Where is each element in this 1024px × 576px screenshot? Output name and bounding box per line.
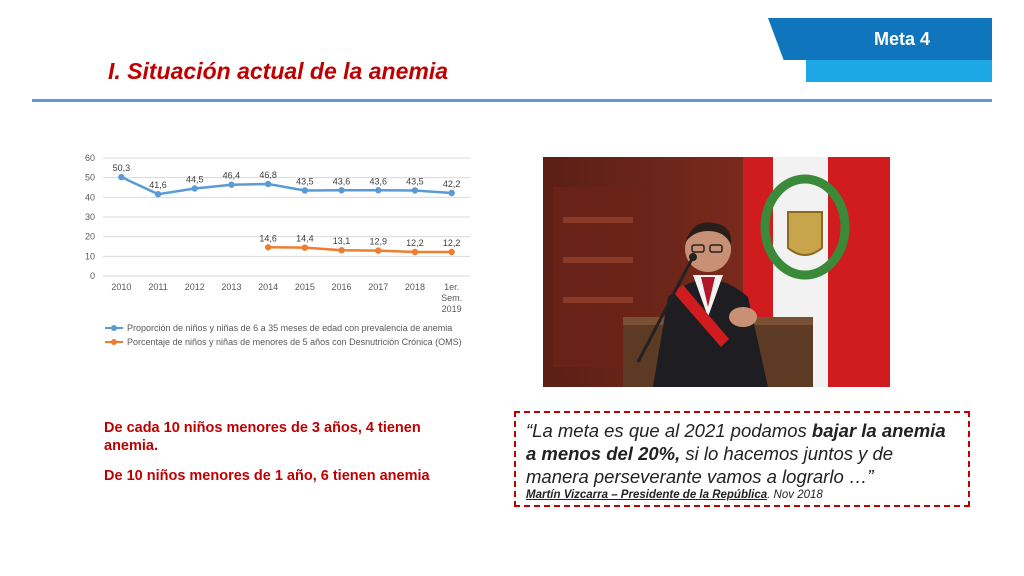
data-label: 12,2 [406,238,424,248]
quote-open: “La meta es que al 2021 podamos [526,420,812,441]
legend-item-anemia: Proporción de niños y niñas de 6 a 35 me… [105,323,465,334]
x-tick-label: 2012 [185,282,205,292]
quote-attribution: Martín Vizcarra – Presidente de la Repúb… [526,489,958,501]
y-tick-label: 60 [85,153,95,163]
data-point [375,187,382,194]
data-point [338,247,345,254]
data-label: 46,8 [259,170,277,180]
legend-swatch-desnutricion [105,339,123,345]
data-label: 43,6 [333,176,351,186]
data-point [264,180,272,188]
data-point [448,248,455,256]
data-point [264,244,272,251]
x-tick-label: 2015 [295,282,315,292]
data-label: 14,4 [296,234,314,244]
x-tick-label: Sem. [441,293,462,303]
data-label: 12,2 [443,238,461,248]
stat-line-1: De cada 10 niños menores de 3 años, 4 ti… [104,420,421,454]
x-tick-label: 2019 [442,304,462,314]
meta-tag-label: Meta 4 [873,29,931,49]
y-tick-label: 0 [90,271,95,281]
legend-label-desnutricion: Porcentaje de niños y niñas de menores d… [127,337,462,347]
stats-text: De cada 10 niños menores de 3 años, 4 ti… [104,419,474,497]
x-tick-label: 2014 [258,282,278,292]
y-tick-label: 30 [85,212,95,222]
x-tick-label: 2013 [221,282,241,292]
data-point [411,187,419,194]
x-tick-label: 2016 [332,282,352,292]
x-tick-label: 1er. [444,282,459,292]
data-label: 46,4 [223,171,241,181]
y-tick-label: 50 [85,173,95,183]
anemia-chart: 0 10 20 30 40 50 60 2010 2011 2012 2013 2014 2015 201… [60,148,480,373]
data-point [411,248,419,256]
data-label: 41,6 [149,180,167,190]
chart-svg: 0 10 20 30 40 50 60 2010 2011 2012 2013 2014 2015 201… [85,153,470,314]
president-photo [543,157,890,387]
legend-label-anemia: Proporción de niños y niñas de 6 a 35 me… [127,323,453,333]
x-tick-label: 2011 [148,282,167,292]
series-line-1 [268,246,452,254]
quote-box: “La meta es que al 2021 podamos bajar la… [514,411,970,507]
x-tick-label: 2017 [368,282,388,292]
x-tick-label: 2018 [405,282,425,292]
data-point [375,247,382,254]
data-label: 12,9 [369,237,387,247]
data-label: 42,2 [443,179,461,189]
data-label: 13,1 [333,236,351,246]
stat-line-2: De 10 niños menores de 1 año, 6 tienen a… [104,468,430,484]
data-point [154,190,162,198]
meta-tag: Meta 4 [768,18,992,60]
quote-text: “La meta es que al 2021 podamos bajar la… [526,419,958,488]
data-point [338,187,345,194]
x-tick-label: 2010 [111,282,131,292]
y-tick-label: 20 [85,232,95,242]
series-line-0 [120,175,452,196]
data-point [448,189,455,197]
legend-item-desnutricion: Porcentaje de niños y niñas de menores d… [105,337,465,348]
quote-author: Martín Vizcarra – Presidente de la Repúb… [526,489,768,501]
tag-light-bar [806,60,992,82]
page-title: I. Situación actual de la anemia [108,58,449,84]
data-point [228,181,235,188]
y-tick-label: 40 [85,192,95,202]
quote-emphasis: bajar la anemia a menos del 20%, [526,420,946,464]
legend-swatch-anemia [105,325,123,331]
title-divider [32,99,992,102]
data-label: 43,5 [296,176,314,186]
data-label: 14,6 [259,233,277,243]
data-label: 43,6 [369,176,387,186]
y-tick-label: 10 [85,251,95,261]
data-label: 50,3 [113,163,131,173]
quote-rest: si lo hacemos juntos y de manera perseve… [526,443,894,487]
data-label: 43,5 [406,176,424,186]
president-photo-illustration [543,157,890,387]
data-point [191,185,198,192]
data-label: 44,5 [186,174,204,184]
data-point [301,187,309,194]
quote-date: . Nov 2018 [767,489,823,501]
data-point [118,173,125,181]
data-point [301,244,309,251]
